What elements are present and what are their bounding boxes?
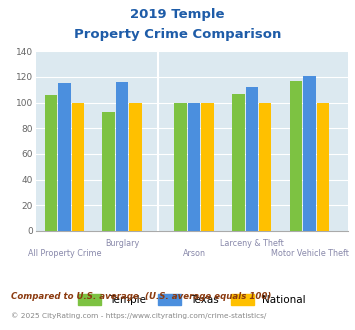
Bar (188, 103, 200, 231)
Bar (303, 76, 316, 231)
Text: 2019 Temple: 2019 Temple (130, 8, 225, 21)
Bar (129, 103, 142, 231)
Text: Motor Vehicle Theft: Motor Vehicle Theft (271, 249, 348, 258)
Text: Compared to U.S. average. (U.S. average equals 100): Compared to U.S. average. (U.S. average … (11, 292, 271, 301)
Bar (45, 95, 57, 231)
Bar (246, 87, 258, 231)
Bar (290, 81, 302, 231)
Bar (259, 103, 272, 231)
Bar (102, 112, 115, 231)
Bar (317, 103, 329, 231)
Text: All Property Crime: All Property Crime (28, 249, 101, 258)
Bar (174, 103, 187, 231)
Text: Property Crime Comparison: Property Crime Comparison (74, 28, 281, 41)
Text: Larceny & Theft: Larceny & Theft (220, 239, 284, 248)
Text: © 2025 CityRating.com - https://www.cityrating.com/crime-statistics/: © 2025 CityRating.com - https://www.city… (11, 312, 266, 318)
Bar (72, 103, 84, 231)
Bar (201, 103, 214, 231)
Legend: Temple, Texas, National: Temple, Texas, National (73, 290, 310, 309)
Text: Burglary: Burglary (105, 239, 139, 248)
Bar (58, 83, 71, 231)
Bar (116, 82, 128, 231)
Bar (232, 93, 245, 231)
Text: Arson: Arson (182, 249, 206, 258)
